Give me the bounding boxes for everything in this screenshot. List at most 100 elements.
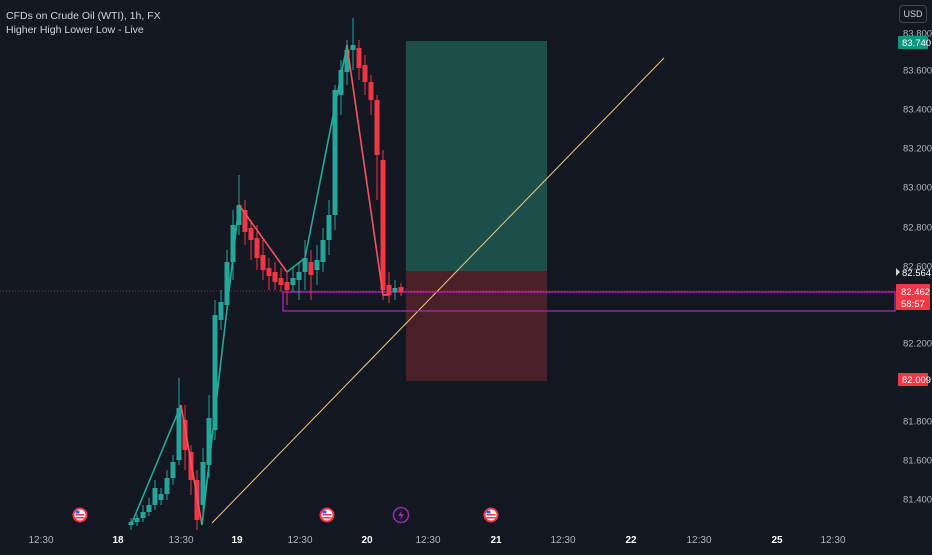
- candle-body: [146, 505, 152, 512]
- candle-body: [170, 462, 176, 478]
- candle-body: [200, 462, 206, 505]
- indicator-label[interactable]: Higher High Lower Low - Live: [6, 24, 144, 36]
- candle: [356, 40, 362, 80]
- candle-body: [176, 408, 182, 460]
- candle-body: [362, 65, 368, 82]
- time-tick-label: 12:30: [28, 535, 53, 546]
- candle-body: [236, 205, 242, 225]
- symbol-title[interactable]: CFDs on Crude Oil (WTI), 1h, FX: [6, 10, 161, 22]
- candles: [128, 18, 404, 530]
- candle: [290, 268, 296, 292]
- candle-body: [266, 268, 272, 276]
- time-tick-label: 12:30: [686, 535, 711, 546]
- candle-body: [308, 262, 314, 275]
- candle-body: [206, 418, 212, 465]
- candle-body: [152, 488, 158, 505]
- candle: [326, 200, 332, 255]
- candle-body: [224, 262, 230, 305]
- candle: [260, 240, 266, 280]
- price-tick-label: 81.600: [903, 456, 932, 467]
- candle: [182, 405, 188, 470]
- candle-body: [386, 285, 392, 295]
- candle-body: [302, 258, 308, 272]
- candle-body: [392, 288, 398, 292]
- candle: [146, 498, 152, 516]
- time-tick-label: 25: [771, 535, 783, 546]
- price-tick-label: 83.200: [903, 144, 932, 155]
- candle: [140, 505, 146, 522]
- candle: [242, 200, 248, 245]
- candle: [398, 283, 404, 296]
- candle-body: [260, 255, 266, 270]
- loss-zone[interactable]: [406, 271, 547, 381]
- time-tick-label: 18: [112, 535, 124, 546]
- candle: [176, 378, 182, 465]
- time-axis[interactable]: 12:30 18 13:30 19 12:30 20 12:30 21 12:30 22 12:30…: [28, 535, 845, 546]
- stop-price-label: 82.009: [898, 373, 931, 386]
- current-price-text: 82.564: [902, 268, 931, 279]
- candle-body: [374, 100, 380, 155]
- support-box[interactable]: [282, 291, 896, 312]
- price-tick-label: 83.000: [903, 183, 932, 194]
- candle-body: [398, 287, 404, 292]
- candle: [302, 240, 308, 290]
- candle-body: [158, 494, 164, 500]
- candle-body: [356, 48, 362, 68]
- us-flag-icon[interactable]: [483, 507, 499, 523]
- price-axis[interactable]: 83.800 83.600 83.400 83.200 83.000 82.800 82.6…: [903, 29, 932, 506]
- us-flag-icon[interactable]: [72, 507, 88, 523]
- candle: [386, 272, 392, 303]
- price-tick-label: 81.800: [903, 417, 932, 428]
- us-flag-icon[interactable]: [319, 507, 335, 523]
- trendline[interactable]: [211, 57, 665, 524]
- time-tick-label: 13:30: [168, 535, 193, 546]
- candle: [308, 250, 314, 300]
- candle-body: [380, 160, 386, 290]
- candle: [248, 220, 254, 260]
- candle-body: [164, 478, 170, 494]
- countdown-text: 58:57: [901, 299, 925, 310]
- candle-body: [218, 302, 224, 320]
- candle: [134, 514, 140, 526]
- candle-body: [338, 70, 344, 95]
- candle: [338, 60, 344, 115]
- price-tick-label: 83.600: [903, 66, 932, 77]
- price-tick-label: 83.800: [903, 29, 932, 40]
- candle-body: [290, 278, 296, 285]
- currency-button[interactable]: USD: [899, 5, 927, 23]
- time-tick-label: 12:30: [550, 535, 575, 546]
- candle: [296, 262, 302, 300]
- candle-body: [296, 272, 302, 280]
- time-tick-label: 21: [490, 535, 502, 546]
- candle: [158, 488, 164, 505]
- current-price-marker: 82.564: [896, 268, 931, 279]
- time-tick-label: 22: [625, 535, 637, 546]
- candle-body: [332, 90, 338, 215]
- time-tick-label: 12:30: [287, 535, 312, 546]
- candle: [272, 262, 278, 290]
- price-tick-label: 83.400: [903, 105, 932, 116]
- price-tick-label: 82.600: [903, 262, 932, 273]
- candle-body: [278, 278, 284, 285]
- last-price-text: 82.462: [901, 287, 930, 298]
- candle-body: [242, 210, 248, 232]
- zigzag-segment: [238, 204, 288, 273]
- time-tick-label: 12:30: [820, 535, 845, 546]
- candle: [350, 18, 356, 70]
- zigzag-segment: [201, 204, 240, 526]
- zigzag-segment: [346, 44, 384, 296]
- candle: [320, 228, 326, 272]
- events: [72, 506, 499, 524]
- target-price-label: 83.740: [898, 36, 931, 49]
- lightning-icon[interactable]: [392, 506, 410, 524]
- candle-body: [350, 45, 356, 50]
- chart-legend: CFDs on Crude Oil (WTI), 1h, FX Higher H…: [6, 9, 161, 37]
- candle-body: [212, 315, 218, 430]
- price-tick-label: 81.400: [903, 495, 932, 506]
- profit-zone[interactable]: [406, 41, 547, 271]
- stop-price-text: 82.009: [902, 375, 931, 386]
- time-tick-label: 20: [361, 535, 373, 546]
- target-price-text: 83.740: [902, 38, 931, 49]
